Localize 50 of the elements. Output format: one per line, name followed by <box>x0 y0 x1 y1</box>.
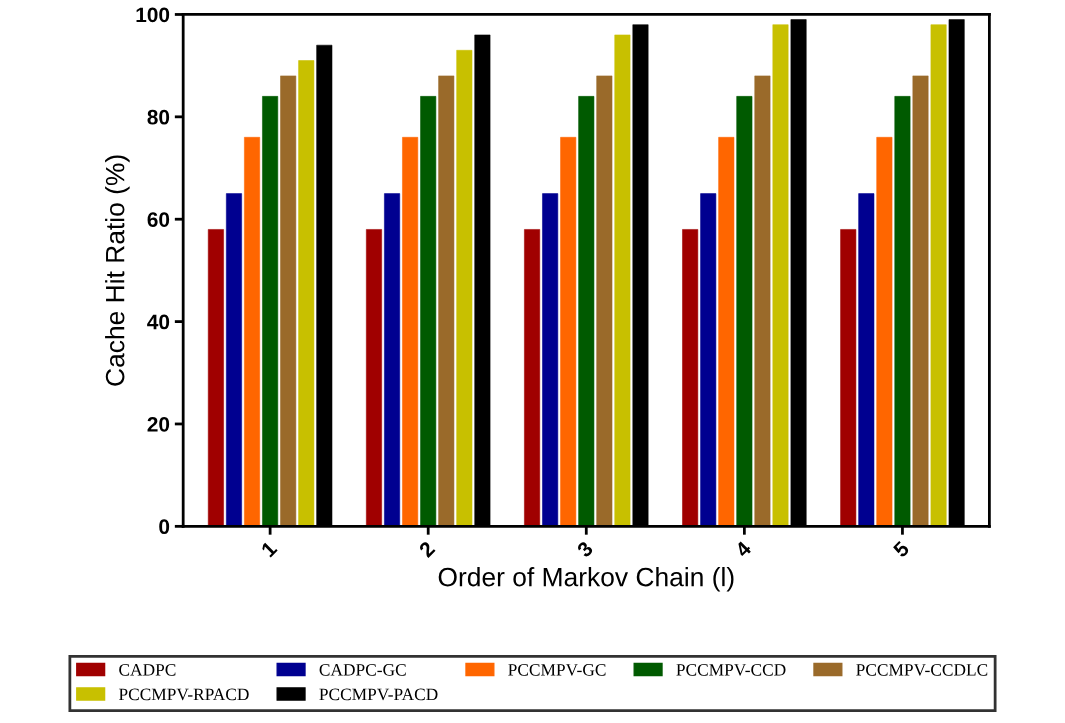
bar <box>456 50 473 527</box>
bar <box>930 24 947 527</box>
legend-label: CADPC <box>119 664 176 676</box>
bar <box>298 60 315 527</box>
bar <box>384 193 401 527</box>
y-tick-label: 20 <box>147 416 170 432</box>
bar <box>876 137 893 527</box>
bar <box>560 137 577 527</box>
bar <box>682 229 699 527</box>
bar <box>438 75 455 527</box>
bar <box>280 75 297 527</box>
bar <box>207 229 224 527</box>
y-axis-title: Cache Hit Ratio (%) <box>105 155 130 386</box>
bar <box>244 137 261 527</box>
bar <box>542 193 559 527</box>
x-axis-title: Order of Markov Chain (l) <box>438 567 734 592</box>
bar <box>226 193 242 527</box>
bar <box>894 96 911 527</box>
x-tick-label: 1 <box>260 540 278 558</box>
legend-label: PCCMPV-CCD <box>676 664 786 676</box>
y-tick-label: 80 <box>147 109 170 125</box>
y-tick-label: 0 <box>159 519 170 535</box>
y-tick-label: 60 <box>147 212 170 227</box>
x-tick-label: 3 <box>576 540 594 559</box>
bar <box>772 24 789 527</box>
y-tick-label: 100 <box>136 7 170 23</box>
x-tick-label: 4 <box>734 540 753 559</box>
legend-label: PCCMPV-CCDLC <box>856 664 988 676</box>
legend-label: PCCMPV-GC <box>508 664 606 676</box>
bar <box>858 193 875 527</box>
x-tick-label: 5 <box>892 540 911 559</box>
bar <box>578 96 595 527</box>
bar <box>596 75 613 527</box>
legend-label: PCCMPV-PACD <box>319 688 438 701</box>
bar <box>402 137 419 527</box>
bar <box>754 75 771 527</box>
bar <box>420 96 437 527</box>
legend-label: CADPC-GC <box>319 664 406 676</box>
bar <box>700 193 717 527</box>
legend-label: PCCMPV-RPACD <box>118 688 249 701</box>
bar <box>614 34 631 527</box>
bar <box>736 96 753 527</box>
y-tick-label: 40 <box>147 314 170 330</box>
bar <box>524 229 541 527</box>
bar <box>262 96 279 527</box>
bar <box>840 229 857 527</box>
bar <box>366 229 382 527</box>
bar <box>718 137 735 527</box>
x-tick-label: 2 <box>418 540 436 558</box>
bar <box>912 75 929 527</box>
